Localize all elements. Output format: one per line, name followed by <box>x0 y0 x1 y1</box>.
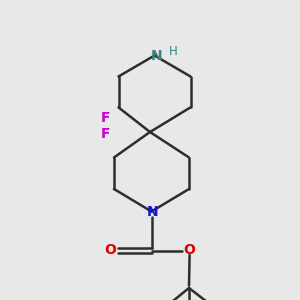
Text: O: O <box>104 244 116 257</box>
Text: O: O <box>184 244 196 257</box>
Text: F: F <box>101 128 110 141</box>
Text: N: N <box>151 49 163 62</box>
Text: F: F <box>101 111 110 124</box>
Text: H: H <box>169 45 178 58</box>
Text: N: N <box>147 205 159 218</box>
